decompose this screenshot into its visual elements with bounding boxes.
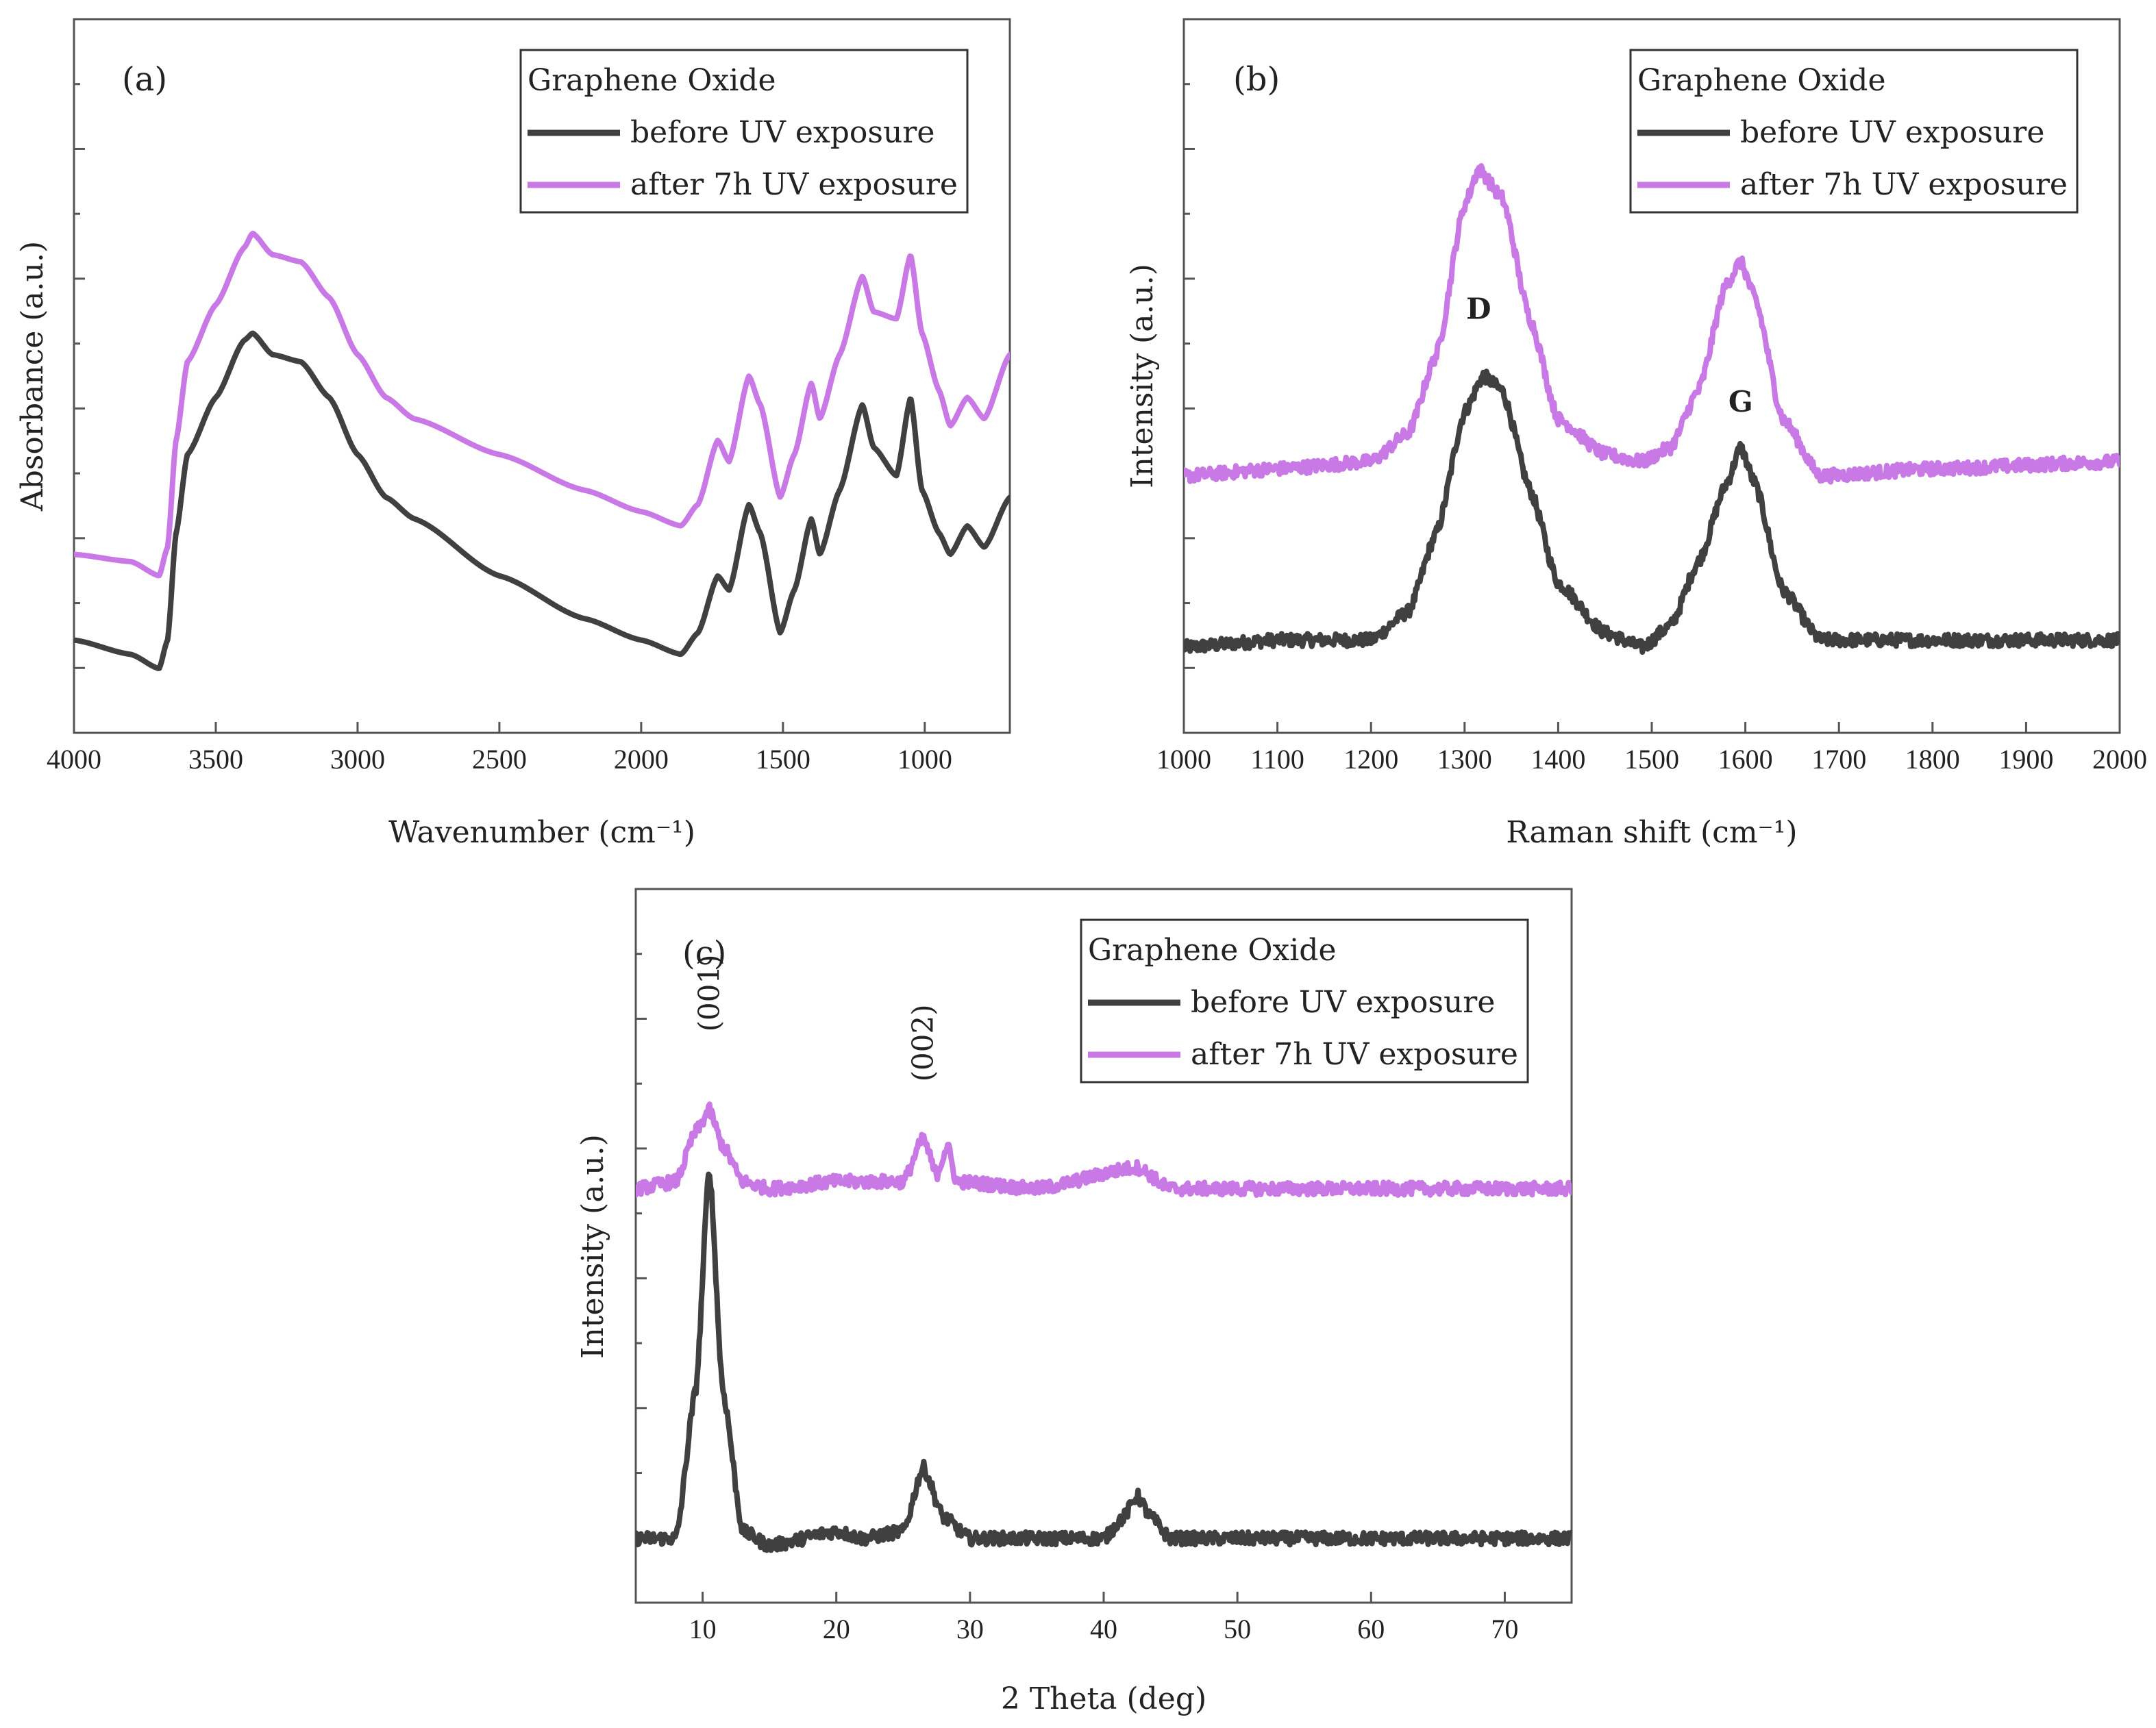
panel-a-label: (a) — [122, 60, 167, 99]
panel-c-x-tick-label: 20 — [823, 1614, 850, 1644]
panel-b-label: (b) — [1233, 60, 1280, 99]
panel-a-x-tick-label: 4000 — [47, 744, 101, 775]
panel-b-annotations: DG — [1466, 292, 1753, 418]
panel-b-x-axis-ticks: 1000 1100 1200 1300 1400 1500 1600 1700 1800 1900… — [1156, 83, 2147, 775]
panel-c-peak-label: (001) — [692, 954, 726, 1031]
panel-b-x-tick-label: 1000 — [1156, 744, 1211, 775]
panel-b-peak-label: G — [1728, 385, 1753, 418]
panel-a-x-axis-ticks: 4000 3500 3000 2500 2000 1500 1000 — [47, 83, 952, 775]
panel-c-x-tick-label: 50 — [1224, 1614, 1251, 1644]
panel-b-series — [1184, 163, 2120, 655]
panel-a-series — [74, 230, 1010, 671]
panel-b-x-tick-label: 1100 — [1250, 744, 1304, 775]
panel-a-legend-title: Graphene Oxide — [528, 63, 776, 98]
panel-a-legend-after: after 7h UV exposure — [630, 167, 958, 202]
panel-b-raman: 1000 1100 1200 1300 1400 1500 1600 1700 1800 1900… — [1125, 18, 2147, 850]
panel-c-legend-title: Graphene Oxide — [1088, 933, 1336, 968]
panel-b-x-tick-label: 1300 — [1437, 744, 1492, 775]
panel-c-annotations: (001) (002) — [692, 954, 939, 1081]
panel-b-series-after-uv — [1184, 163, 2120, 485]
panel-a-x-axis-label: Wavenumber (cm⁻¹) — [388, 815, 695, 850]
panel-a-plot-frame — [73, 18, 1011, 734]
panel-a-series-before-uv — [74, 330, 1010, 671]
panel-c-series-before-uv — [636, 1171, 1572, 1553]
panel-c-legend-before: before UV exposure — [1191, 985, 1495, 1020]
panel-b-x-tick-label: 1900 — [1998, 744, 2053, 775]
panel-a-legend-before: before UV exposure — [630, 115, 934, 150]
panel-a-x-tick-label: 3000 — [330, 744, 385, 775]
panel-b-peak-label: D — [1466, 292, 1491, 326]
panel-c-label: (c) — [682, 934, 726, 973]
panel-b-y-axis-label: Intensity (a.u.) — [1125, 264, 1160, 488]
panel-b-x-tick-label: 1500 — [1624, 744, 1679, 775]
panel-a-x-tick-label: 1000 — [897, 744, 952, 775]
panel-c-y-axis-label: Intensity (a.u.) — [575, 1134, 610, 1359]
panel-a-x-tick-label: 2000 — [614, 744, 669, 775]
panel-c-x-tick-label: 30 — [956, 1614, 984, 1644]
panel-b-x-tick-label: 1600 — [1718, 744, 1773, 775]
panel-a-x-tick-label: 1500 — [756, 744, 810, 775]
panel-b-x-tick-label: 1200 — [1343, 744, 1398, 775]
panel-c-x-axis-ticks: 10 20 30 40 50 60 70 — [636, 953, 1518, 1644]
panel-b-legend-title: Graphene Oxide — [1637, 63, 1885, 98]
panel-b-legend: Graphene Oxide before UV exposure after … — [1629, 49, 2079, 214]
panel-b-legend-after: after 7h UV exposure — [1740, 167, 2068, 202]
panel-b-series-before-uv — [1184, 368, 2120, 655]
panel-c-series-after-uv — [636, 1101, 1572, 1198]
panel-c-x-tick-label: 60 — [1357, 1614, 1385, 1644]
panel-c-xrd: 10 20 30 40 50 60 70 (001) (002) (c) 2 Theta (d… — [575, 888, 1573, 1716]
panel-a-legend: Graphene Oxide before UV exposure after … — [519, 49, 969, 214]
panel-b-x-axis-label: Raman shift (cm⁻¹) — [1506, 815, 1797, 850]
panel-c-x-tick-label: 10 — [689, 1614, 717, 1644]
panel-c-legend-after: after 7h UV exposure — [1191, 1037, 1518, 1072]
panel-c-legend: Graphene Oxide before UV exposure after … — [1080, 918, 1529, 1084]
panel-b-x-tick-label: 1400 — [1531, 744, 1585, 775]
panel-b-x-tick-label: 1800 — [1905, 744, 1960, 775]
panel-b-x-tick-label: 2000 — [2092, 744, 2147, 775]
panel-c-x-tick-label: 40 — [1090, 1614, 1117, 1644]
panel-b-x-tick-label: 1700 — [1811, 744, 1866, 775]
panel-b-legend-before: before UV exposure — [1740, 115, 2044, 150]
panel-c-peak-label: (002) — [906, 1004, 940, 1081]
panel-a-x-tick-label: 3500 — [188, 744, 243, 775]
panel-c-series — [636, 1101, 1572, 1553]
panel-a-series-after-uv — [74, 230, 1010, 579]
panel-a-y-axis-label: Absorbance (a.u.) — [15, 241, 50, 512]
panel-a-ftir: 4000 3500 3000 2500 2000 1500 1000 (a) Wavenum… — [15, 18, 1011, 850]
panel-c-x-axis-label: 2 Theta (deg) — [1001, 1681, 1206, 1716]
panel-a-x-tick-label: 2500 — [472, 744, 527, 775]
panel-c-x-tick-label: 70 — [1491, 1614, 1518, 1644]
